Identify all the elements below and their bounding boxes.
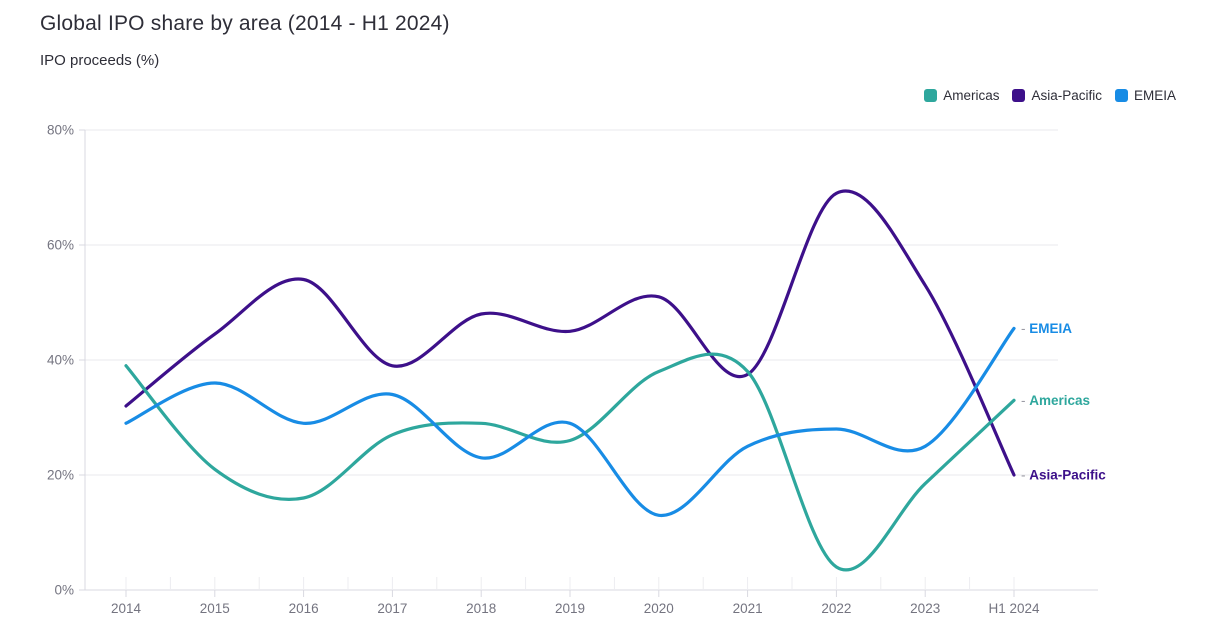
y-axis-labels: 0% 20% 40% 60% 80%	[47, 123, 74, 598]
series-line-emeia	[124, 326, 1016, 517]
y-tick-label: 40%	[47, 353, 74, 368]
page-title: Global IPO share by area (2014 - H1 2024…	[40, 12, 450, 35]
end-label-emeia: - EMEIA	[1021, 321, 1072, 336]
x-axis-labels: 2014 2015 2016 2017 2018 2019 2020 2021 2022 2023…	[111, 601, 1040, 616]
legend-label: EMEIA	[1133, 88, 1176, 103]
y-tick-label: 20%	[47, 468, 74, 483]
x-tick-label: 2015	[200, 601, 230, 616]
x-tick-label: 2023	[910, 601, 940, 616]
legend-label: Asia-Pacific	[1031, 88, 1102, 103]
legend-item-asia-pacific[interactable]: Asia-Pacific	[1012, 88, 1102, 103]
legend-swatch-icon	[924, 89, 938, 102]
legend-label: Americas	[943, 88, 1000, 103]
legend-swatch-icon	[1114, 89, 1128, 102]
series-lines	[124, 189, 1016, 572]
x-tick-label: H1 2024	[988, 601, 1040, 616]
x-tick-label: 2017	[377, 601, 407, 616]
x-tick-label: 2018	[466, 601, 496, 616]
x-tick-label: 2019	[555, 601, 585, 616]
chart-subtitle: IPO proceeds (%)	[40, 52, 160, 69]
axis-ticks	[79, 129, 1015, 597]
x-tick-label: 2022	[821, 601, 851, 616]
end-label-asia-pacific: - Asia-Pacific	[1021, 468, 1106, 483]
legend-swatch-icon	[1012, 89, 1026, 102]
y-tick-label: 0%	[54, 583, 74, 598]
x-tick-label: 2016	[289, 601, 319, 616]
y-tick-label: 80%	[47, 123, 74, 138]
x-tick-label: 2014	[111, 601, 142, 616]
legend: Americas Asia-Pacific EMEIA	[924, 88, 1176, 103]
gridlines	[85, 129, 1058, 476]
series-line-asia-pacific	[124, 189, 1016, 477]
x-tick-label: 2021	[733, 601, 763, 616]
series-line-americas	[124, 352, 1016, 572]
legend-item-americas[interactable]: Americas	[924, 88, 999, 103]
x-tick-label: 2020	[644, 601, 674, 616]
end-label-americas: - Americas	[1021, 393, 1090, 408]
legend-item-emeia[interactable]: EMEIA	[1114, 88, 1176, 103]
y-tick-label: 60%	[47, 238, 74, 253]
series-end-labels: - Americas - Asia-Pacific - EMEIA	[1021, 321, 1106, 483]
